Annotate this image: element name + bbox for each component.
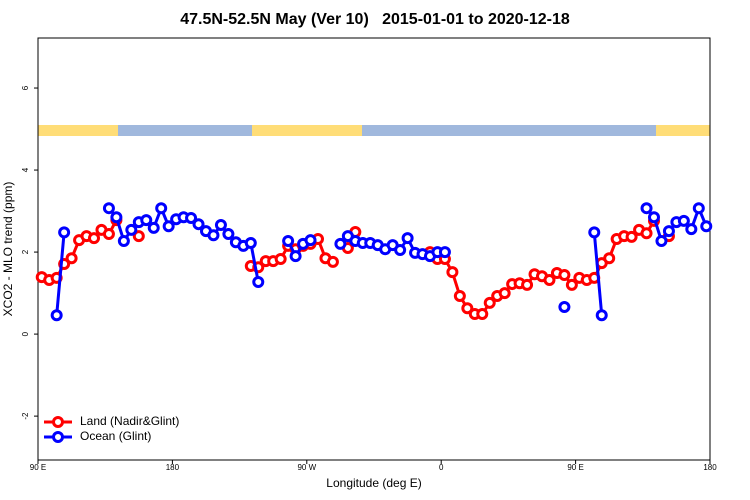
point [185,212,198,225]
point [162,220,175,233]
point [640,227,653,240]
y-tick-label: 0 [21,331,30,336]
point [692,202,705,215]
x-axis-label: Longitude (deg E) [326,476,421,490]
point [102,202,115,215]
point [498,287,511,300]
point [700,220,713,233]
point [155,202,168,215]
point [476,308,489,321]
plot-frame [37,37,711,461]
point [640,202,653,215]
point [147,221,160,234]
point [274,253,287,266]
x-tick-label: 180 [166,463,180,472]
legend-label: Ocean (Glint) [80,429,151,443]
point [192,218,205,231]
point [648,211,660,224]
y-tick-label: -2 [21,412,30,420]
point [117,235,130,248]
x-tick-label: 90 E [567,463,583,472]
point [543,273,556,286]
x-tick-label: 0 [439,463,444,472]
point [207,229,220,242]
point [603,252,616,265]
x-tick-label: 90 E [30,463,46,472]
point [588,226,601,239]
point [334,237,347,250]
point [88,232,100,245]
point [677,214,690,227]
legend-marker [52,431,64,443]
point [110,211,123,224]
y-tick-label: 6 [21,85,30,90]
point [453,289,466,302]
point [461,302,474,315]
point [394,244,407,257]
point [655,235,668,248]
y-tick-label: 4 [21,167,30,172]
land-ocean-strip [38,125,710,136]
point [102,228,115,241]
point [214,219,227,232]
point [565,278,578,291]
point [222,228,235,241]
point [438,246,451,259]
point [662,225,675,238]
point [401,232,414,245]
point [244,237,257,250]
point [304,234,317,247]
point [521,278,534,291]
point [558,301,571,314]
point [446,266,459,279]
y-axis-label: XCO2 - MLO trend (ppm) [1,182,15,317]
point [289,250,302,263]
chart-title: 47.5N-52.5N May (Ver 10) 2015-01-01 to 2… [180,11,570,28]
point [685,223,698,236]
point [625,230,638,243]
legend-marker [52,416,64,428]
point [252,276,265,289]
point [58,226,71,239]
point [595,309,608,322]
point [125,223,138,236]
point [282,235,295,248]
x-tick-label: 180 [703,463,717,472]
point [558,269,571,282]
y-tick-label: 2 [21,249,30,254]
point [326,255,339,268]
point [65,252,78,265]
legend-label: Land (Nadir&Glint) [80,414,179,428]
x-tick-label: 90 W [297,463,316,472]
point [50,309,63,322]
point [483,296,496,309]
point [132,230,145,243]
point [140,214,153,227]
